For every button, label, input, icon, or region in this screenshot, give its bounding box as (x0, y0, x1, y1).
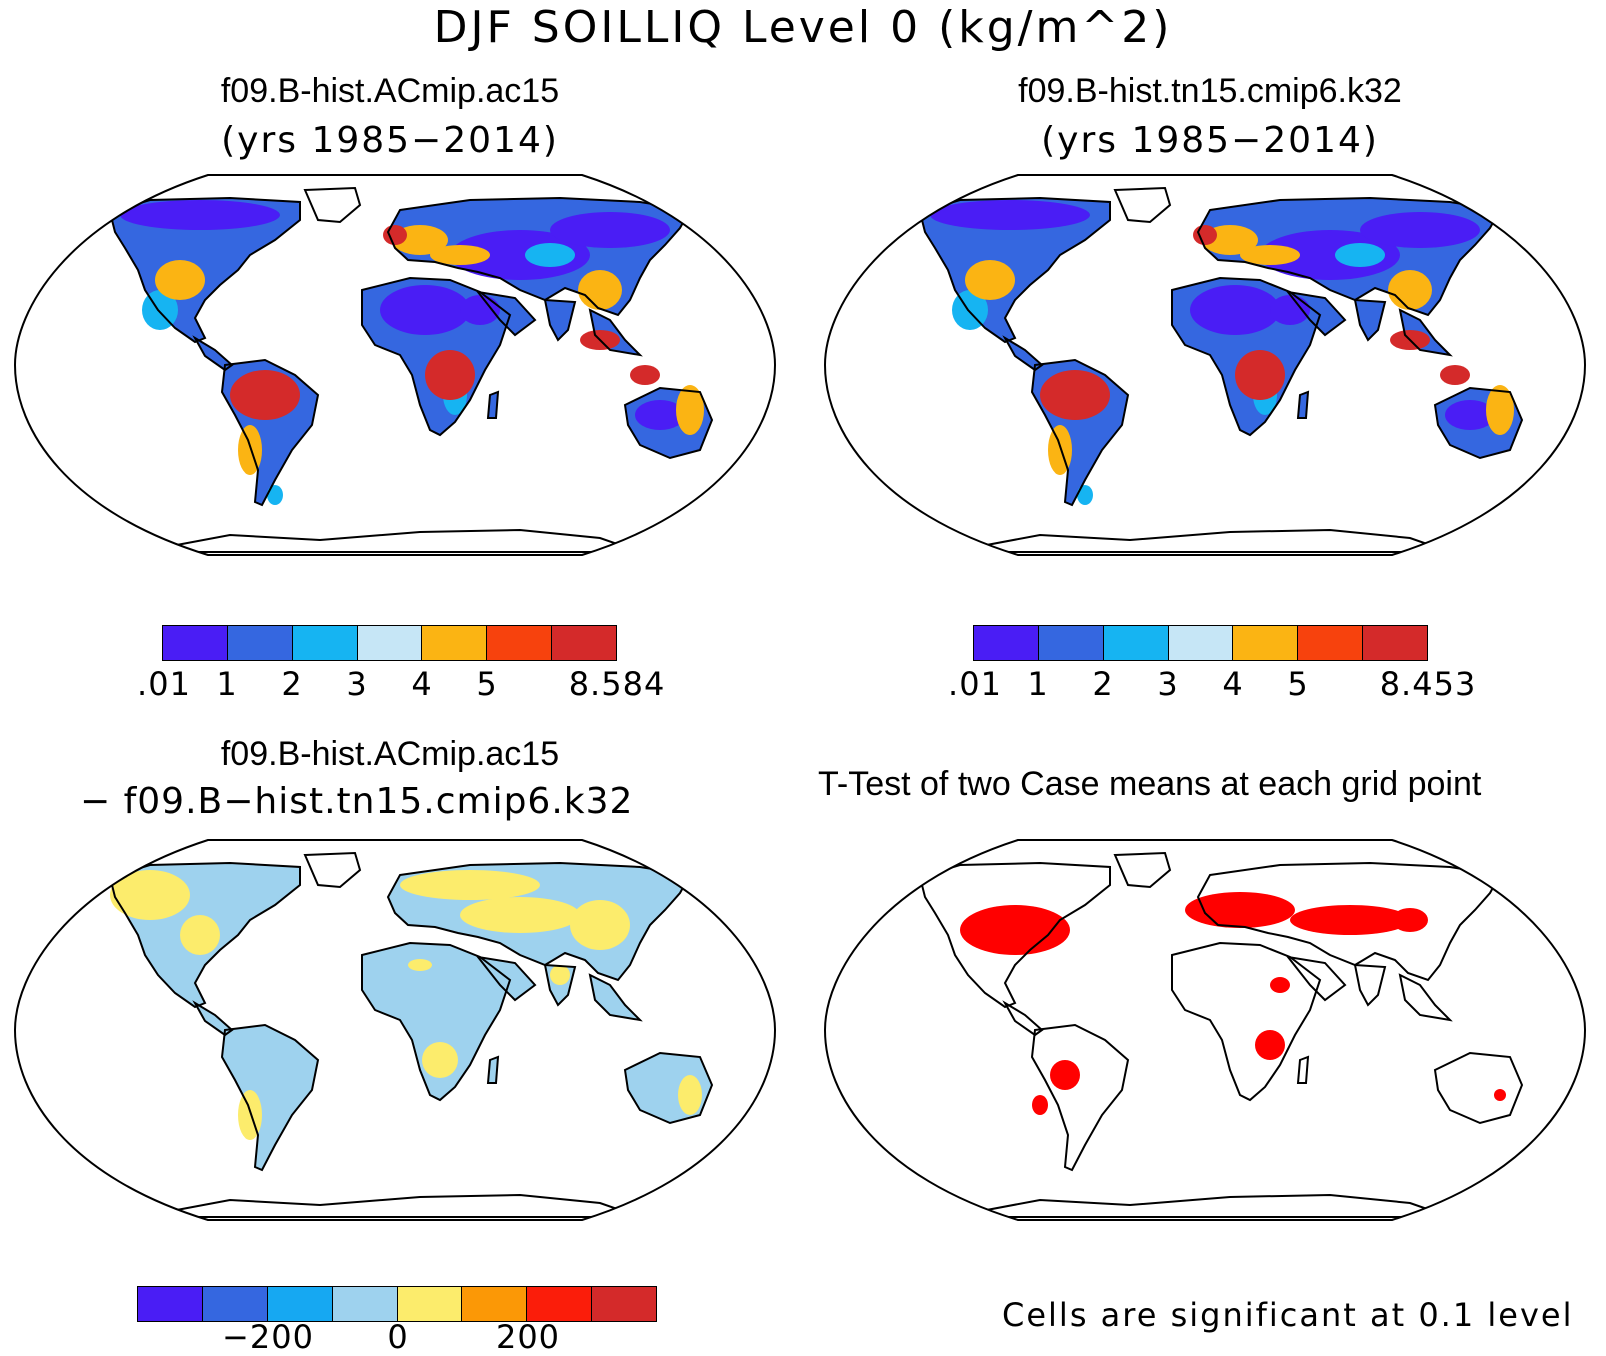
panel3-map (13, 839, 777, 1221)
panel2-colorbar-label: 5 (1287, 665, 1309, 703)
panel1-colorbar-label: 2 (281, 665, 303, 703)
panel2-colorbar-label: 1 (1027, 665, 1049, 703)
panel2-colorbar-label: 2 (1092, 665, 1114, 703)
panel2-colorbar-label: .01 (948, 665, 1002, 703)
panel2-colorbar-swatch-6 (1298, 626, 1364, 660)
panel3-colorbar-swatch-2 (202, 1287, 268, 1321)
panel1-subtitle: (yrs 1985−2014) (221, 120, 559, 161)
panel2-colorbar-swatch-3 (1103, 626, 1169, 660)
panel3-colorbar-label: 0 (387, 1318, 409, 1356)
panel1-colorbar-label: .01 (137, 665, 191, 703)
panel4-map (823, 839, 1587, 1221)
panel2-colorbar-label: 3 (1157, 665, 1179, 703)
panel1-colorbar-swatch-1 (163, 626, 228, 660)
panel2-colorbar-swatch-5 (1233, 626, 1299, 660)
panel3-colorbar-label: 200 (495, 1318, 561, 1356)
panel3-colorbar-swatch-1 (138, 1287, 203, 1321)
panel1-colorbar (162, 625, 617, 661)
panel3-colorbar-label: −200 (222, 1318, 314, 1356)
panel1-title: f09.B-hist.ACmip.ac15 (220, 72, 560, 110)
panel2-colorbar-swatch-2 (1038, 626, 1104, 660)
significance-note: Cells are significant at 0.1 level (1002, 1296, 1574, 1334)
panel1-colorbar-label: 4 (411, 665, 433, 703)
panel2-colorbar-label: 4 (1222, 665, 1244, 703)
panel1-colorbar-label: 3 (346, 665, 368, 703)
panel1-colorbar-swatch-5 (422, 626, 488, 660)
panel1-colorbar-label: 8.584 (568, 665, 666, 703)
panel3-colorbar-swatch-8 (592, 1287, 656, 1321)
panel2-colorbar (973, 625, 1428, 661)
panel2-subtitle: (yrs 1985−2014) (1041, 120, 1379, 161)
panel1-colorbar-swatch-2 (227, 626, 293, 660)
panel1-colorbar-swatch-6 (487, 626, 553, 660)
panel2-title: f09.B-hist.tn15.cmip6.k32 (1018, 72, 1402, 110)
panel2-map (823, 174, 1587, 556)
panel3-colorbar (137, 1286, 657, 1322)
panel4-title: T-Test of two Case means at each grid po… (818, 765, 1482, 803)
panel2-colorbar-swatch-7 (1363, 626, 1428, 660)
panel2-colorbar-label: 8.453 (1379, 665, 1477, 703)
panel1-colorbar-swatch-3 (292, 626, 358, 660)
panel3-colorbar-swatch-6 (462, 1287, 528, 1321)
panel2-colorbar-swatch-4 (1168, 626, 1234, 660)
figure-title: DJF SOILLIQ Level 0 (kg/m^2) (433, 2, 1173, 53)
panel3-title: f09.B-hist.ACmip.ac15 (220, 735, 560, 773)
panel1-colorbar-label: 5 (476, 665, 498, 703)
panel3-colorbar-swatch-3 (267, 1287, 333, 1321)
panel3-colorbar-swatch-7 (527, 1287, 593, 1321)
panel3-colorbar-swatch-5 (397, 1287, 463, 1321)
panel3-colorbar-swatch-4 (332, 1287, 398, 1321)
panel3-subtitle: − f09.B−hist.tn15.cmip6.k32 (80, 781, 634, 822)
panel1-map (13, 174, 777, 556)
panel1-colorbar-swatch-7 (552, 626, 617, 660)
panel2-colorbar-swatch-1 (974, 626, 1039, 660)
panel1-colorbar-label: 1 (216, 665, 238, 703)
panel1-colorbar-swatch-4 (357, 626, 423, 660)
